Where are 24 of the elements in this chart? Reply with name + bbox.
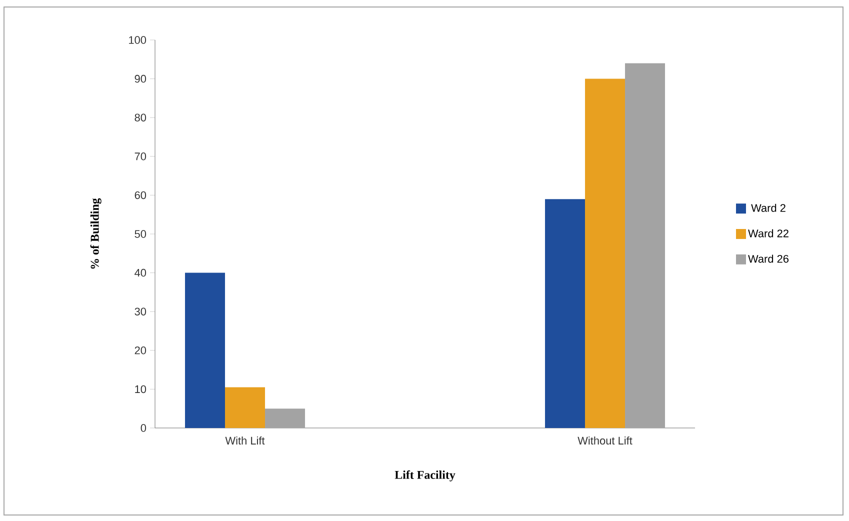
- y-tick-label: 30: [134, 308, 146, 316]
- bar: [225, 387, 266, 428]
- legend-label: Ward 2: [751, 204, 786, 212]
- y-tick-label: 80: [134, 114, 146, 122]
- y-tick-label: 10: [135, 385, 146, 394]
- bar: [545, 199, 586, 428]
- x-tick-label: Without Lift: [578, 436, 632, 445]
- bar: [625, 63, 666, 428]
- bar: [265, 408, 306, 428]
- y-tick-label: 90: [134, 74, 146, 83]
- bar: [185, 272, 226, 428]
- x-axis-title: Lift Facility: [394, 470, 456, 482]
- y-tick-label: 50: [134, 230, 146, 238]
- y-tick-label: 100: [129, 36, 146, 44]
- y-tick-label: 20: [134, 346, 146, 354]
- y-tick-label: 40: [134, 268, 146, 277]
- x-tick-label: With Lift: [225, 436, 265, 445]
- y-tick-label: 70: [134, 152, 146, 160]
- y-tick-label: 0: [140, 424, 146, 432]
- bar: [585, 78, 626, 428]
- legend-label: Ward 26: [748, 254, 789, 263]
- legend-label: Ward 22: [748, 229, 788, 238]
- y-axis-title: % of Building: [90, 198, 102, 269]
- y-tick-label: 60: [134, 191, 146, 200]
